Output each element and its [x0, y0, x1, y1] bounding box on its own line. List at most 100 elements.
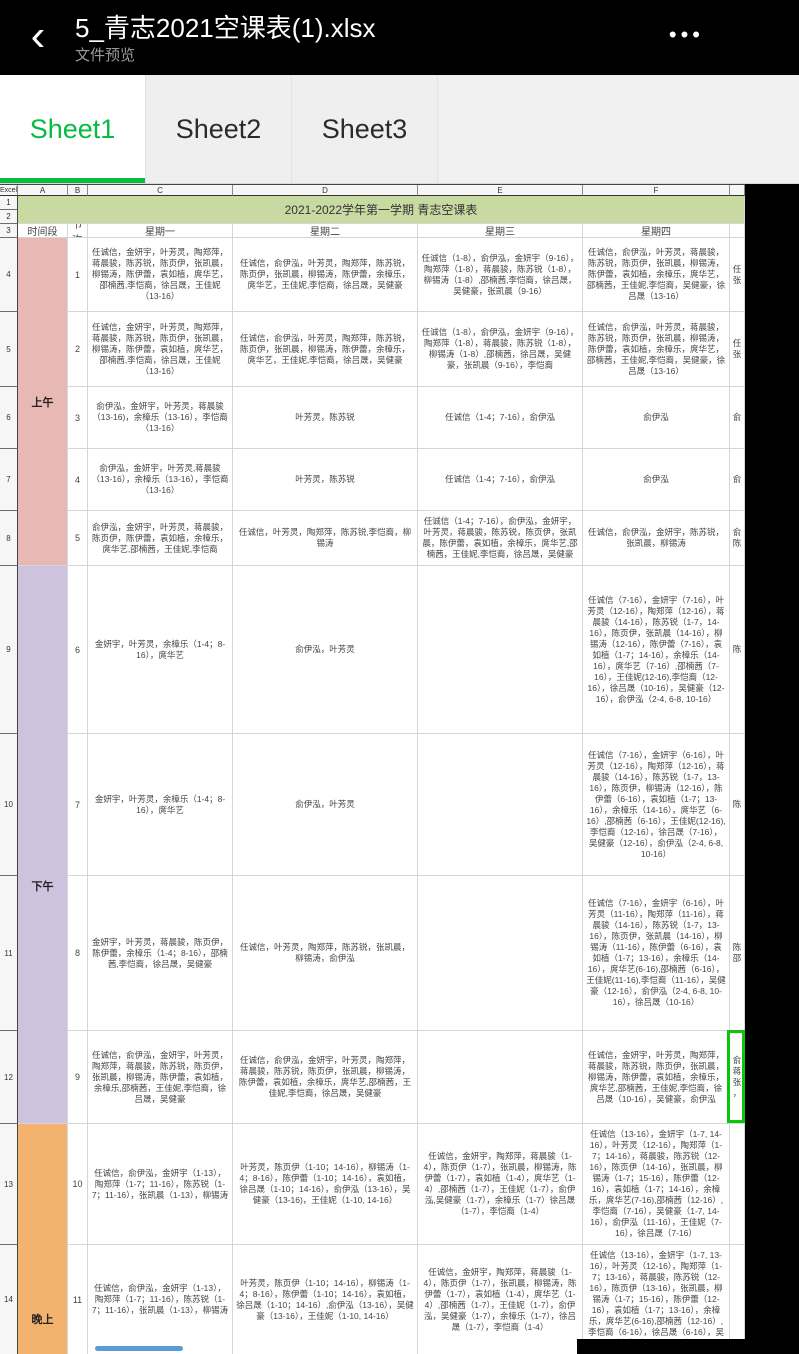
cell-mon-p1[interactable]: 任诚信，金妍宇，叶芳灵，陶郑萍，蒋晨骏，陈苏锐，陈页伊，张凯晨，柳锡涛，陈伊蕾，…	[88, 238, 233, 312]
cell-tue-p11[interactable]: 叶芳灵，陈页伊（1-10；14-16），柳锡涛（1-4；8-16），陈伊蕾（1-…	[233, 1245, 418, 1354]
cell-mon-p7[interactable]: 金妍宇，叶芳灵，余樟乐（1-4；8-16），庹华艺	[88, 734, 233, 876]
cell-tue-p8[interactable]: 任诚信，叶芳灵，陶郑萍，陈苏锐，张凯晨，柳锡涛，俞伊泓	[233, 876, 418, 1031]
period-9[interactable]: 9	[68, 1031, 88, 1124]
head-time[interactable]: 时间段	[18, 224, 68, 238]
head-period[interactable]: 节次	[68, 224, 88, 238]
cell-thu-p6[interactable]: 任诚信（7-16），金妍宇（7-16），叶芳灵（12-16），陶郑萍（12-16…	[583, 566, 730, 734]
row-header-8[interactable]: 8	[0, 511, 18, 566]
section-evening[interactable]: 晚上	[18, 1124, 68, 1354]
cell-tue-p2[interactable]: 任诚信，俞伊泓，叶芳灵，陶郑萍，陈苏锐，陈页伊，张凯晨，柳锡涛，陈伊蕾，余樟乐，…	[233, 312, 418, 387]
tab-sheet3[interactable]: Sheet3	[292, 75, 438, 183]
cell-fri-p4-clipped[interactable]: 俞	[730, 449, 745, 511]
row-header-2[interactable]: 2	[0, 210, 18, 224]
row-header-4[interactable]: 4	[0, 238, 18, 312]
period-2[interactable]: 2	[68, 312, 88, 387]
row-header-12[interactable]: 12	[0, 1031, 18, 1124]
cell-thu-p10[interactable]: 任诚信（13-16），金妍宇（1-7, 14-16），叶芳灵（12-16），陶郑…	[583, 1124, 730, 1245]
tab-sheet1[interactable]: Sheet1	[0, 75, 146, 183]
row-header-7[interactable]: 7	[0, 449, 18, 511]
cell-wed-p2[interactable]: 任诚信（1-8），俞伊泓，金妍宇（9-16），陶郑萍（1-8），蒋晨骏，陈苏锐（…	[418, 312, 583, 387]
back-icon[interactable]: ‹	[30, 11, 46, 60]
cell-mon-p9[interactable]: 任诚信，俞伊泓，金妍宇，叶芳灵，陶郑萍，蒋晨骏，陈苏锐，陈页伊，张凯晨，柳锡涛，…	[88, 1031, 233, 1124]
period-1[interactable]: 1	[68, 238, 88, 312]
cell-fri-p6-clipped[interactable]: 陈	[730, 566, 745, 734]
cell-wed-p8[interactable]	[418, 876, 583, 1031]
period-6[interactable]: 6	[68, 566, 88, 734]
head-wednesday[interactable]: 星期三	[418, 224, 583, 238]
cell-mon-p11[interactable]: 任诚信，俞伊泓，金妍宇（1-13），陶郑萍（1-7；11-16），陈苏锐（1-7…	[88, 1245, 233, 1354]
col-header-e[interactable]: E	[418, 185, 583, 196]
cell-fri-p11-clipped[interactable]	[730, 1245, 745, 1354]
period-5[interactable]: 5	[68, 511, 88, 566]
cell-mon-p2[interactable]: 任诚信，金妍宇，叶芳灵，陶郑萍，蒋晨骏，陈苏锐，陈页伊，张凯晨，柳锡涛，陈伊蕾，…	[88, 312, 233, 387]
cell-thu-p5[interactable]: 任诚信，俞伊泓，金妍宇，陈苏锐，张凯晨，柳锡涛	[583, 511, 730, 566]
row-header-14[interactable]: 14	[0, 1245, 18, 1354]
period-7[interactable]: 7	[68, 734, 88, 876]
cell-fri-p7-clipped[interactable]: 陈	[730, 734, 745, 876]
period-3[interactable]: 3	[68, 387, 88, 449]
cell-thu-p3[interactable]: 俞伊泓	[583, 387, 730, 449]
cell-wed-p1[interactable]: 任诚信（1-8），俞伊泓，金妍宇（9-16），陶郑萍（1-8），蒋晨骏，陈苏锐（…	[418, 238, 583, 312]
cell-tue-p3[interactable]: 叶芳灵，陈苏锐	[233, 387, 418, 449]
period-8[interactable]: 8	[68, 876, 88, 1031]
cell-mon-p6[interactable]: 金妍宇，叶芳灵，余樟乐（1-4；8-16），庹华艺	[88, 566, 233, 734]
cell-thu-p1[interactable]: 任诚信，俞伊泓，叶芳灵，蒋晨骏，陈苏锐，陈页伊，张凯晨，柳锡涛，陈伊蕾，袁如植，…	[583, 238, 730, 312]
head-tuesday[interactable]: 星期二	[233, 224, 418, 238]
cell-fri-p2-clipped[interactable]: 任 张	[730, 312, 745, 387]
cell-fri-p10-clipped[interactable]	[730, 1124, 745, 1245]
period-4[interactable]: 4	[68, 449, 88, 511]
head-monday[interactable]: 星期一	[88, 224, 233, 238]
cell-thu-p2[interactable]: 任诚信，俞伊泓，叶芳灵，蒋晨骏，陈苏锐，陈页伊，张凯晨，柳锡涛，陈伊蕾，袁如植，…	[583, 312, 730, 387]
row-header-10[interactable]: 10	[0, 734, 18, 876]
cell-mon-p4[interactable]: 俞伊泓，金妍宇，叶芳灵,蒋晨骏（13-16），余樟乐（13-16），李恺裔（13…	[88, 449, 233, 511]
cell-tue-p9[interactable]: 任诚信，俞伊泓，金妍宇，叶芳灵，陶郑萍，蒋晨骏，陈苏锐，陈页伊，张凯晨，柳锡涛，…	[233, 1031, 418, 1124]
row-header-1[interactable]: 1	[0, 196, 18, 210]
cell-wed-p9[interactable]	[418, 1031, 583, 1124]
cell-wed-p4[interactable]: 任诚信（1-4；7-16），俞伊泓	[418, 449, 583, 511]
period-10[interactable]: 10	[68, 1124, 88, 1245]
cell-tue-p6[interactable]: 俞伊泓，叶芳灵	[233, 566, 418, 734]
cell-tue-p4[interactable]: 叶芳灵，陈苏锐	[233, 449, 418, 511]
cell-thu-p9[interactable]: 任诚信，金妍宇，叶芳灵，陶郑萍，蒋晨骏，陈苏锐，陈页伊，张凯晨，柳锡涛，陈伊蕾，…	[583, 1031, 730, 1124]
cell-thu-p7[interactable]: 任诚信（7-16），金妍宇（6-16），叶芳灵（12-16），陶郑萍（12-16…	[583, 734, 730, 876]
cell-fri-p5-clipped[interactable]: 俞 陈	[730, 511, 745, 566]
cell-tue-p1[interactable]: 任诚信，俞伊泓，叶芳灵，陶郑萍，陈苏锐，陈页伊，张凯晨，柳锡涛，陈伊蕾，余樟乐，…	[233, 238, 418, 312]
head-thursday[interactable]: 星期四	[583, 224, 730, 238]
row-header-9[interactable]: 9	[0, 566, 18, 734]
horizontal-scrollbar[interactable]	[95, 1346, 183, 1351]
row-header-11[interactable]: 11	[0, 876, 18, 1031]
cell-tue-p5[interactable]: 任诚信，叶芳灵，陶郑萍，陈苏锐,李恺裔，柳锡涛	[233, 511, 418, 566]
period-11[interactable]: 11	[68, 1245, 88, 1354]
row-header-3[interactable]: 3	[0, 224, 18, 238]
cell-thu-p11[interactable]: 任诚信（13-16），金妍宇（1-7, 13-16），叶芳灵（12-16），陶郑…	[583, 1245, 730, 1354]
cell-thu-p4[interactable]: 俞伊泓	[583, 449, 730, 511]
cell-wed-p7[interactable]	[418, 734, 583, 876]
col-header-d[interactable]: D	[233, 185, 418, 196]
row-header-13[interactable]: 13	[0, 1124, 18, 1245]
cell-mon-p8[interactable]: 金妍宇，叶芳灵，蒋晨骏，陈页伊，陈伊蕾，余樟乐（1-4；8-16），邵楠茜,李恺…	[88, 876, 233, 1031]
cell-thu-p8[interactable]: 任诚信（7-16），金妍宇（6-16），叶芳灵（11-16），陶郑萍（11-16…	[583, 876, 730, 1031]
cell-fri-p1-clipped[interactable]: 任 张	[730, 238, 745, 312]
sheet-title-cell[interactable]: 2021-2022学年第一学期 青志空课表	[18, 196, 745, 224]
cell-tue-p10[interactable]: 叶芳灵，陈页伊（1-10；14-16），柳锡涛（1-4；8-16），陈伊蕾（1-…	[233, 1124, 418, 1245]
section-afternoon[interactable]: 下午	[18, 566, 68, 1124]
cell-fri-p3-clipped[interactable]: 俞	[730, 387, 745, 449]
cell-mon-p5[interactable]: 俞伊泓，金妍宇，叶芳灵，蒋晨骏，陈页伊，陈伊蕾，袁如植，余樟乐，庹华艺,邵楠茜，…	[88, 511, 233, 566]
cell-wed-p3[interactable]: 任诚信（1-4；7-16），俞伊泓	[418, 387, 583, 449]
cell-wed-p5[interactable]: 任诚信（1-4；7-16），俞伊泓，金妍宇，叶芳灵，蒋晨骏，陈苏锐，陈页伊，张凯…	[418, 511, 583, 566]
cell-mon-p10[interactable]: 任诚信，俞伊泓，金妍宇（1-13），陶郑萍（1-7；11-16），陈苏锐（1-7…	[88, 1124, 233, 1245]
cell-wed-p6[interactable]	[418, 566, 583, 734]
row-header-6[interactable]: 6	[0, 387, 18, 449]
section-morning[interactable]: 上午	[18, 238, 68, 566]
cell-tue-p7[interactable]: 俞伊泓，叶芳灵	[233, 734, 418, 876]
cell-wed-p10[interactable]: 任诚信，金妍宇，陶郑萍，蒋晨骏（1-4），陈页伊（1-7），张凯晨，柳锡涛，陈伊…	[418, 1124, 583, 1245]
more-menu-icon[interactable]: •••	[668, 22, 704, 47]
cell-mon-p3[interactable]: 俞伊泓，金妍宇，叶芳灵，蒋晨骏（13-16)，余樟乐（13-16），李恺裔（13…	[88, 387, 233, 449]
col-header-c[interactable]: C	[88, 185, 233, 196]
col-header-a[interactable]: A	[18, 185, 68, 196]
cell-fri-p8-clipped[interactable]: 陈 邵	[730, 876, 745, 1031]
cell-wed-p11[interactable]: 任诚信，金妍宇，陶郑萍，蒋晨骏（1-4），陈页伊（1-7），张凯晨，柳锡涛，陈伊…	[418, 1245, 583, 1354]
tab-sheet2[interactable]: Sheet2	[146, 75, 292, 183]
col-header-f[interactable]: F	[583, 185, 730, 196]
col-header-b[interactable]: B	[68, 185, 88, 196]
